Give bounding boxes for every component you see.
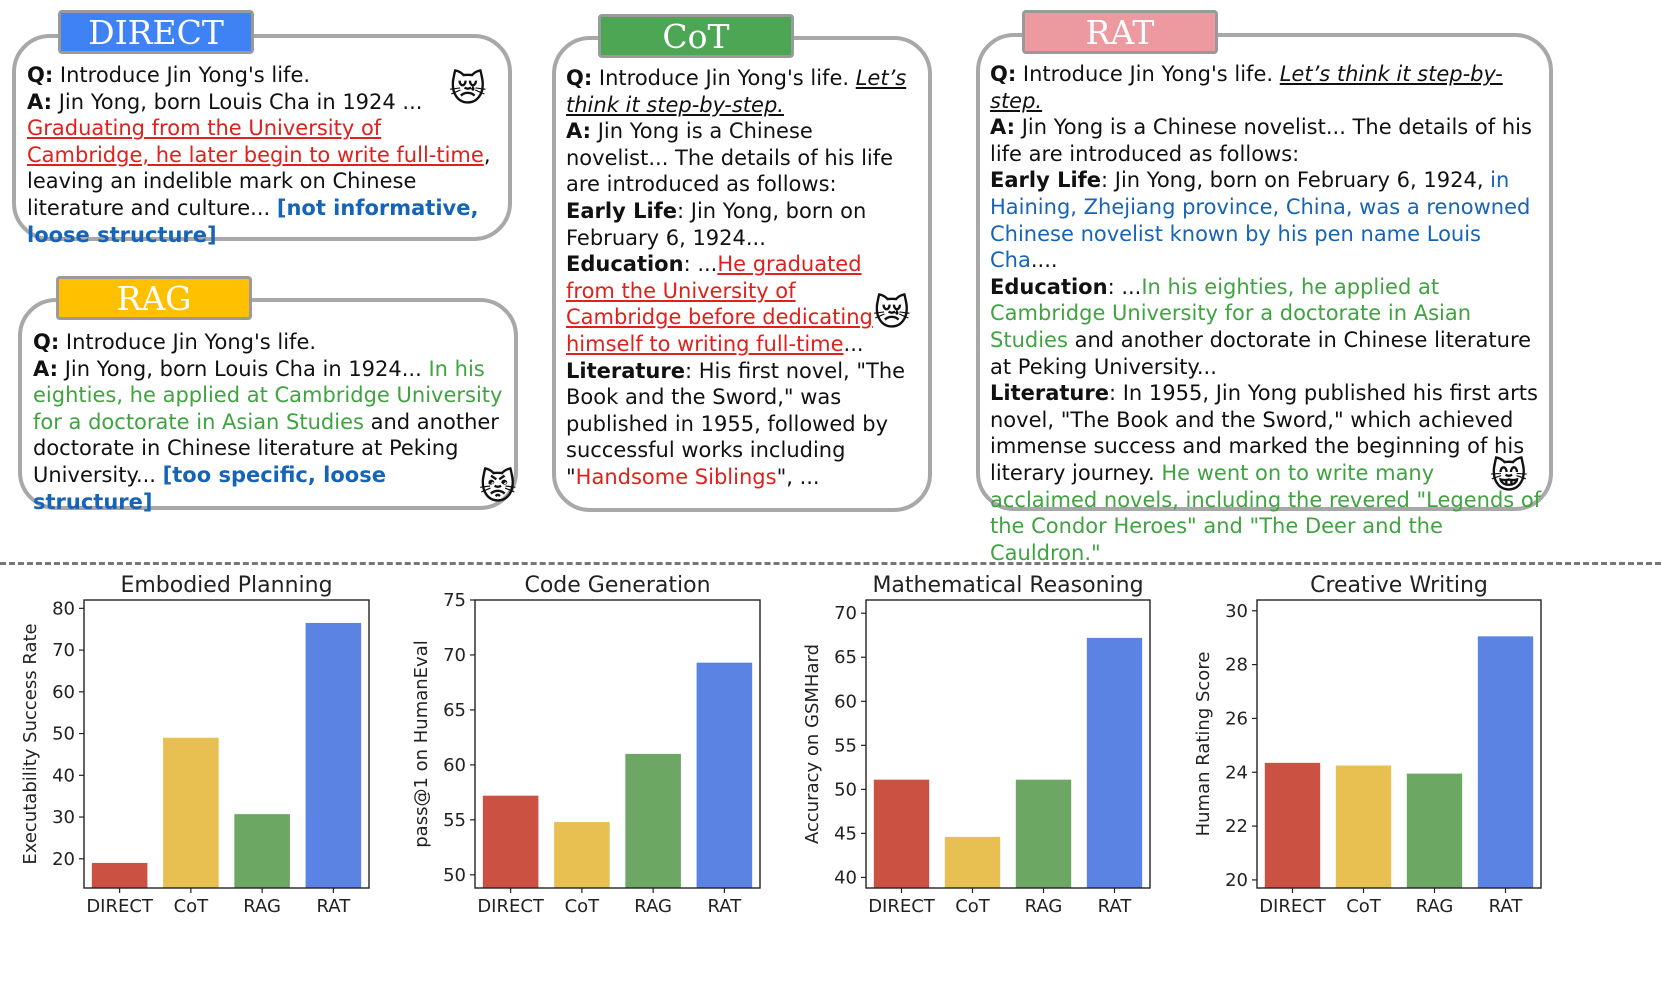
y-tick-label: 20: [52, 849, 75, 870]
chart-title: Creative Writing: [1310, 573, 1488, 598]
rag-text: Q: Introduce Jin Yong's life. A: Jin Yon…: [33, 330, 503, 514]
bar-cot: [1335, 765, 1392, 888]
x-tick-label: CoT: [955, 896, 991, 917]
y-tick-label: 55: [443, 810, 466, 831]
y-tick-label: 65: [443, 700, 466, 721]
bar-rat: [1086, 637, 1143, 888]
plot-frame: [474, 599, 761, 889]
y-tick-label: 40: [834, 867, 857, 888]
y-tick-label: 40: [52, 765, 75, 786]
chart-title: Embodied Planning: [120, 573, 332, 598]
y-tick-label: 65: [834, 647, 857, 668]
rag-panel: [18, 298, 518, 510]
x-tick-label: RAT: [1098, 896, 1133, 917]
direct-tag: DIRECT: [58, 10, 254, 54]
x-tick-label: RAG: [243, 896, 281, 917]
crying-cat-icon: 😿: [449, 69, 487, 110]
chart-title: Code Generation: [524, 573, 710, 598]
x-tick-label: RAT: [1489, 896, 1524, 917]
bar-rag: [625, 753, 681, 888]
cot-text: Q: Introduce Jin Yong's life. Let’s thin…: [566, 66, 907, 489]
y-tick-label: 75: [443, 590, 466, 611]
x-tick-label: RAG: [1025, 896, 1063, 917]
y-tick-label: 45: [834, 823, 857, 844]
plot-frame: [865, 599, 1151, 889]
y-tick-label: 80: [52, 598, 75, 619]
y-tick-label: 30: [1225, 601, 1248, 622]
chart-title: Mathematical Reasoning: [872, 573, 1143, 598]
crying-cat-icon: 😿: [873, 293, 911, 334]
cot-panel: [552, 36, 932, 512]
bar-rat: [696, 662, 753, 888]
bar-direct: [873, 779, 930, 888]
y-tick-label: 50: [443, 865, 466, 886]
cot-tag: CoT: [598, 14, 794, 58]
bar-rag: [1406, 773, 1463, 888]
x-tick-label: DIRECT: [477, 896, 545, 917]
x-tick-label: CoT: [174, 896, 210, 917]
x-tick-label: DIRECT: [1259, 896, 1327, 917]
y-tick-label: 50: [52, 724, 75, 745]
bar-charts: DIRECT CoT RAG RAT 20 30 40 50 60 70 80 Embodied Pl…: [20, 573, 1542, 917]
rat-text: Q: Introduce Jin Yong's life. Let’s thin…: [990, 62, 1542, 565]
pouting-cat-icon: 😾: [479, 467, 517, 508]
y-tick-label: 70: [443, 645, 466, 666]
y-tick-label: 30: [52, 807, 75, 828]
rat-panel: [976, 33, 1553, 511]
bar-rag: [234, 814, 290, 888]
y-axis-label: Human Rating Score: [1193, 652, 1214, 837]
x-tick-label: DIRECT: [868, 896, 936, 917]
bar-rat: [305, 622, 362, 888]
dashed-divider: [0, 562, 1661, 565]
x-tick-label: RAG: [634, 896, 672, 917]
direct-text: Q: Introduce Jin Yong's life. A: Jin Yon…: [27, 63, 491, 247]
x-tick-label: DIRECT: [86, 896, 154, 917]
grinning-cat-icon: 😸: [1490, 456, 1528, 497]
bar-direct: [91, 862, 148, 888]
y-tick-label: 24: [1225, 762, 1248, 783]
y-tick-label: 60: [443, 755, 466, 776]
bar-rat: [1477, 636, 1534, 888]
bar-direct: [482, 795, 539, 888]
y-axis-label: Executability Success Rate: [20, 623, 41, 864]
y-tick-label: 70: [834, 603, 857, 624]
x-tick-label: RAG: [1416, 896, 1454, 917]
plot-frame: [1256, 599, 1542, 889]
y-tick-label: 50: [834, 779, 857, 800]
rag-tag: RAG: [56, 276, 252, 320]
x-tick-label: CoT: [1346, 896, 1382, 917]
direct-panel: [12, 34, 512, 241]
plot-frame: [83, 599, 370, 889]
y-tick-label: 55: [834, 735, 857, 756]
bar-cot: [944, 836, 1001, 888]
bar-direct: [1264, 762, 1321, 888]
y-tick-label: 26: [1225, 708, 1248, 729]
y-tick-label: 20: [1225, 870, 1248, 891]
bar-rag: [1015, 779, 1072, 888]
x-tick-label: RAT: [708, 896, 743, 917]
y-tick-label: 28: [1225, 655, 1248, 676]
y-tick-label: 70: [52, 640, 75, 661]
bar-cot: [163, 737, 219, 888]
bar-cot: [554, 822, 610, 888]
y-axis-label: pass@1 on HumanEval: [411, 640, 432, 848]
y-tick-label: 22: [1225, 816, 1248, 837]
y-axis-label: Accuracy on GSMHard: [802, 644, 823, 844]
x-tick-label: RAT: [317, 896, 352, 917]
rat-tag: RAT: [1022, 10, 1218, 54]
x-tick-label: CoT: [565, 896, 601, 917]
y-tick-label: 60: [834, 691, 857, 712]
y-tick-label: 60: [52, 682, 75, 703]
